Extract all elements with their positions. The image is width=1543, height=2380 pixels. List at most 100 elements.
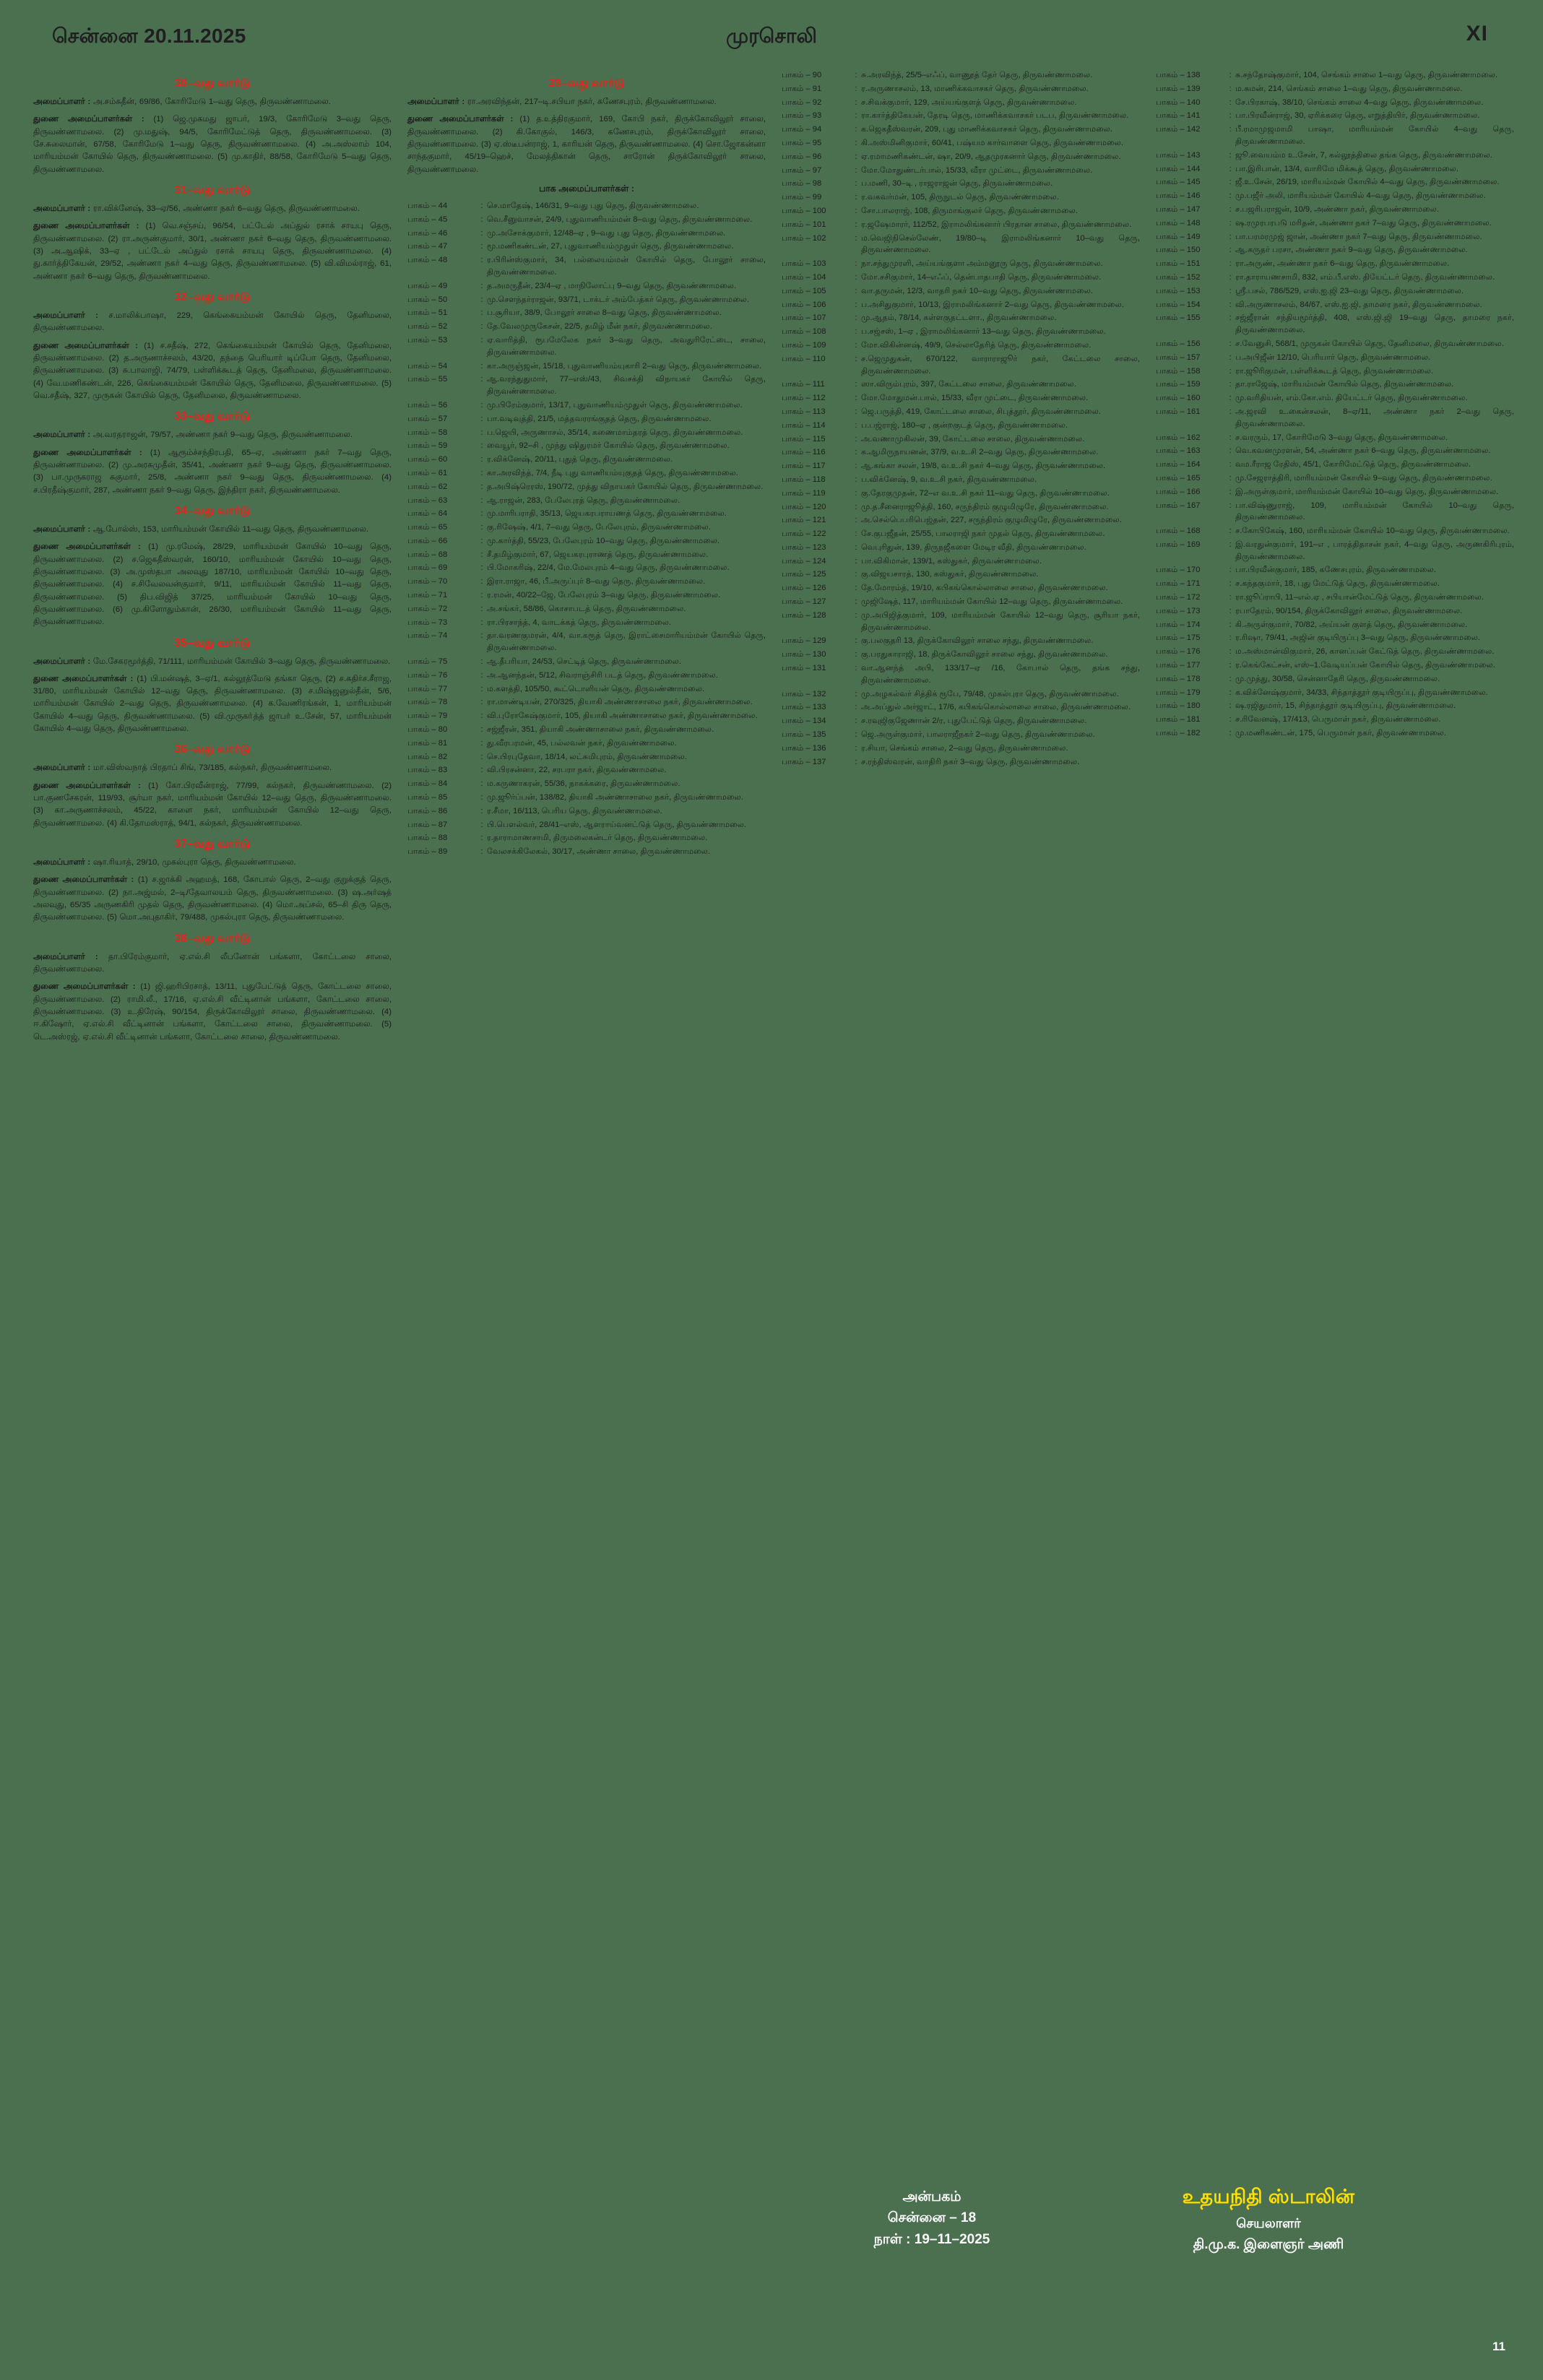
footer-place-block: அன்பகம் சென்னை – 18 நாள் : 19–11–2025 — [780, 2186, 1084, 2250]
part-colon: : — [480, 256, 483, 265]
part-number-label: பாகம் – 128 — [782, 610, 826, 620]
part-row: பாகம் – 162: ச.வரரும், 17, கோரிமேடு 3–வது… — [1156, 432, 1514, 444]
part-colon: : — [1229, 715, 1232, 724]
part-colon: : — [1229, 527, 1232, 536]
part-colon: : — [1229, 246, 1232, 255]
part-organizer-value: சு.சந்தோஷ்குமார், 104, செங்கம் சாலை 1–வத… — [1235, 71, 1498, 79]
article-columns: 30–வது வார்டு அமைப்பாளர் : அ.சம்சுதீன், 6… — [33, 69, 1514, 2186]
part-organizer-value: சஜ்ஜீரான் சந்தியமூர்த்தி, 408, எஸ்.ஜி.ஜி… — [1235, 313, 1514, 335]
page-number: 11 — [1492, 2340, 1505, 2353]
part-colon: : — [1229, 111, 1232, 121]
part-colon: : — [1229, 339, 1232, 348]
part-number-label: பாகம் – 47 — [407, 242, 448, 251]
part-colon: : — [1229, 232, 1232, 241]
organizer-value: ரா.அரவிந்தன், 217–டி.சபியா நகர், கணேசபுர… — [467, 98, 717, 106]
part-number-label: பாகம் – 68 — [407, 550, 448, 559]
part-row: பாகம் – 60: ர.விக்னேஷ், 20/11, புதுத் தெர… — [407, 454, 766, 466]
part-organizer-value: மு.அழகல்வர் சித்திக் ரூபே, 79/48, முகல்ப… — [861, 689, 1119, 698]
part-organizer-value: பா.பரமரமுஜ் ஜான், அண்ணா நகர் 7–வது தெரு,… — [1235, 232, 1482, 241]
part-row: பாகம் – 61: கா.அரவிந்த், 7/4, நீடி புது வ… — [407, 467, 766, 480]
part-colon: : — [855, 717, 857, 726]
ward-heading: 39–வது வார்டு — [548, 77, 625, 90]
organizer-label: அமைப்பாளர் : — [33, 952, 108, 961]
part-row: பாகம் – 83: வி.பிரசன்னா, 22, சரபரா நகர், … — [407, 764, 766, 776]
part-organizer-value: சே.பிரகாஷ், 38/10, செங்கம் சாலை 4–வது தெ… — [1235, 98, 1484, 107]
part-number-label: பாகம் – 143 — [1156, 150, 1201, 160]
part-organizer-value: மு.மணிகண்டன், 175, பெருமாள் நகர், திருவண… — [1235, 729, 1446, 738]
part-colon: : — [480, 711, 483, 721]
part-colon: : — [855, 354, 857, 363]
part-row: பாகம் – 57: பா.வடிவுத்தி, 21/5, மத்தவரரங்… — [407, 413, 766, 425]
part-number-label: பாகம் – 172 — [1156, 593, 1201, 602]
part-organizer-value: ரா.மாண்டியன், 270/325, தியாகி அண்ணாசாலை … — [487, 698, 753, 707]
part-number-label: பாகம் – 66 — [407, 536, 448, 545]
deputy-organizers-label: துணை அமைப்பாளர்கள் : — [33, 982, 141, 992]
deputy-organizers-label: துணை அமைப்பாளர்கள் : — [33, 448, 150, 457]
part-organizer-value: வி.பிரசன்னா, 22, சரபரா நகர், திருவண்ணாமல… — [487, 766, 667, 775]
part-row: பாகம் – 91: ர.அருணாசலம், 13, மாணிக்கவாசகர… — [782, 83, 1140, 95]
part-colon: : — [480, 295, 483, 304]
part-row: பாகம் – 157: ப.அபிஜீன் 12/10, பெரியார் தெ… — [1156, 352, 1514, 364]
part-colon: : — [1229, 674, 1232, 683]
part-number-label: பாகம் – 50 — [407, 295, 448, 304]
part-colon: : — [480, 441, 483, 451]
part-colon: : — [1229, 164, 1232, 173]
part-colon: : — [855, 179, 857, 189]
part-row: பாகம் – 51: ப.சூரியா, 38/9, போலூர் சாலை 8… — [407, 307, 766, 319]
part-row: பாகம் – 52: தே.வேலமுருகேசன், 22/5, தமிழ் … — [407, 321, 766, 333]
part-organizer-value: மு.செளந்தர்ராஜன், 93/71, டாக்டர் அம்பேத்… — [487, 295, 750, 304]
part-number-label: பாகம் – 159 — [1156, 380, 1201, 389]
part-row: பாகம் – 86: ர.சீமா, 16/113, பெரிய தெரு, த… — [407, 805, 766, 818]
part-number-label: பாகம் – 80 — [407, 725, 448, 735]
part-colon: : — [1229, 98, 1232, 107]
part-colon: : — [855, 327, 857, 337]
part-number-label: பாகம் – 160 — [1156, 394, 1201, 403]
part-row: பாகம் – 174: கி.அருள்குமார், 70/82, அய்யன… — [1156, 619, 1514, 631]
part-number-label: பாகம் – 114 — [782, 420, 826, 430]
part-number-label: பாகம் – 65 — [407, 523, 448, 532]
part-organizer-value: தா.வரணகுமரன், 4/4, வா.கரூத் தெரு, இராட்ச… — [487, 631, 766, 653]
part-organizer-value: க.ஆமிருநாயனன், 37/9, வ.உ.சி 2–வது தெரு, … — [861, 448, 1099, 457]
part-colon: : — [1229, 204, 1232, 214]
part-row: பாகம் – 101: ர.ஜஷேமாரர், 112/52, இராமலிங்… — [782, 219, 1140, 231]
part-row: பாகம் – 171: ச.கந்தகுமார், 18, புது மேட்ட… — [1156, 578, 1514, 590]
part-row: பாகம் – 151: ரா.அருண், அண்ணா நகர் 6–வது த… — [1156, 258, 1514, 270]
ward-heading: 33–வது வார்டு — [174, 410, 251, 423]
part-organizer-value: ச.ரந்திஸ்வரன், வாதிரி நகர் 3–வது தெரு, த… — [861, 757, 1080, 766]
part-colon: : — [480, 779, 483, 789]
part-organizer-value: மோ.மோதுண்டர்பால், 15/33, வீரா முட்டை, தி… — [861, 165, 1093, 175]
part-colon: : — [480, 847, 483, 857]
part-colon: : — [1229, 84, 1232, 93]
part-organizer-value: இ.அருள்குமார், மாரியம்மன் கோயில் 10–வது … — [1235, 487, 1499, 496]
part-row: பாகம் – 178: மு.முத்து, 30/58, சென்னாதேரி… — [1156, 673, 1514, 685]
part-number-label: பாகம் – 175 — [1156, 633, 1201, 643]
part-colon: : — [480, 766, 483, 775]
part-row: பாகம் – 137: ச.ரந்திஸ்வரன், வாதிரி நகர் 3… — [782, 756, 1140, 769]
part-colon: : — [480, 428, 483, 437]
masthead-edition-date: சென்னை 20.11.2025 — [52, 25, 246, 47]
part-row: பாகம் – 109: மோ.விகின்னஷ், 49/9, செல்லாதே… — [782, 339, 1140, 352]
part-number-label: பாகம் – 174 — [1156, 620, 1201, 629]
part-organizer-value: இ.வரதுன்குமார், 191–எ , பாரத்திதாசன் நகர… — [1235, 540, 1514, 561]
part-colon: : — [1229, 606, 1232, 615]
part-colon: : — [1229, 433, 1232, 442]
part-colon: : — [855, 340, 857, 350]
ward-organizer: அமைப்பாளர் : ரா.விக்னேஷ், 33–ஏ/56, அண்ணா… — [33, 203, 392, 215]
part-organizer-value: ஜெ.பருத்தி, 419, கோட்டலை சாலை, சிபுத்தூர… — [861, 407, 1102, 416]
part-colon: : — [480, 738, 483, 748]
part-organizers-list: பாகம் – 138: சு.சந்தோஷ்குமார், 104, செங்க… — [1156, 69, 1514, 740]
deputy-organizers-value: (1) மு.ரமேஷ், 28/29, மாரியம்மன் கோயில் 1… — [33, 542, 392, 627]
part-number-label: பாகம் – 88 — [407, 834, 448, 843]
part-colon: : — [855, 529, 857, 539]
part-colon: : — [855, 650, 857, 659]
part-number-label: பாகம் – 137 — [782, 757, 826, 766]
part-number-label: பாகம் – 151 — [1156, 259, 1201, 269]
deputy-organizers-label: துணை அமைப்பாளர்கள் : — [33, 341, 144, 350]
part-number-label: பாகம் – 110 — [782, 354, 826, 363]
part-organizer-value: மு.சேஜராத்திரி, மாரியம்மன் கோயில் 9–வது … — [1235, 473, 1492, 483]
part-row: பாகம் – 73: ரா.பிரசாந்த், 4, வாடக்கத் தெர… — [407, 617, 766, 629]
part-organizer-value: ஏ.வாரித்தி, ரூபமேலேக நகர் 3–வது தெரு, அவ… — [487, 335, 766, 357]
part-colon: : — [480, 793, 483, 802]
part-organizer-value: பா.பிரவீன்குமார், 185, கணேசபுரம், திருவண… — [1235, 566, 1436, 575]
